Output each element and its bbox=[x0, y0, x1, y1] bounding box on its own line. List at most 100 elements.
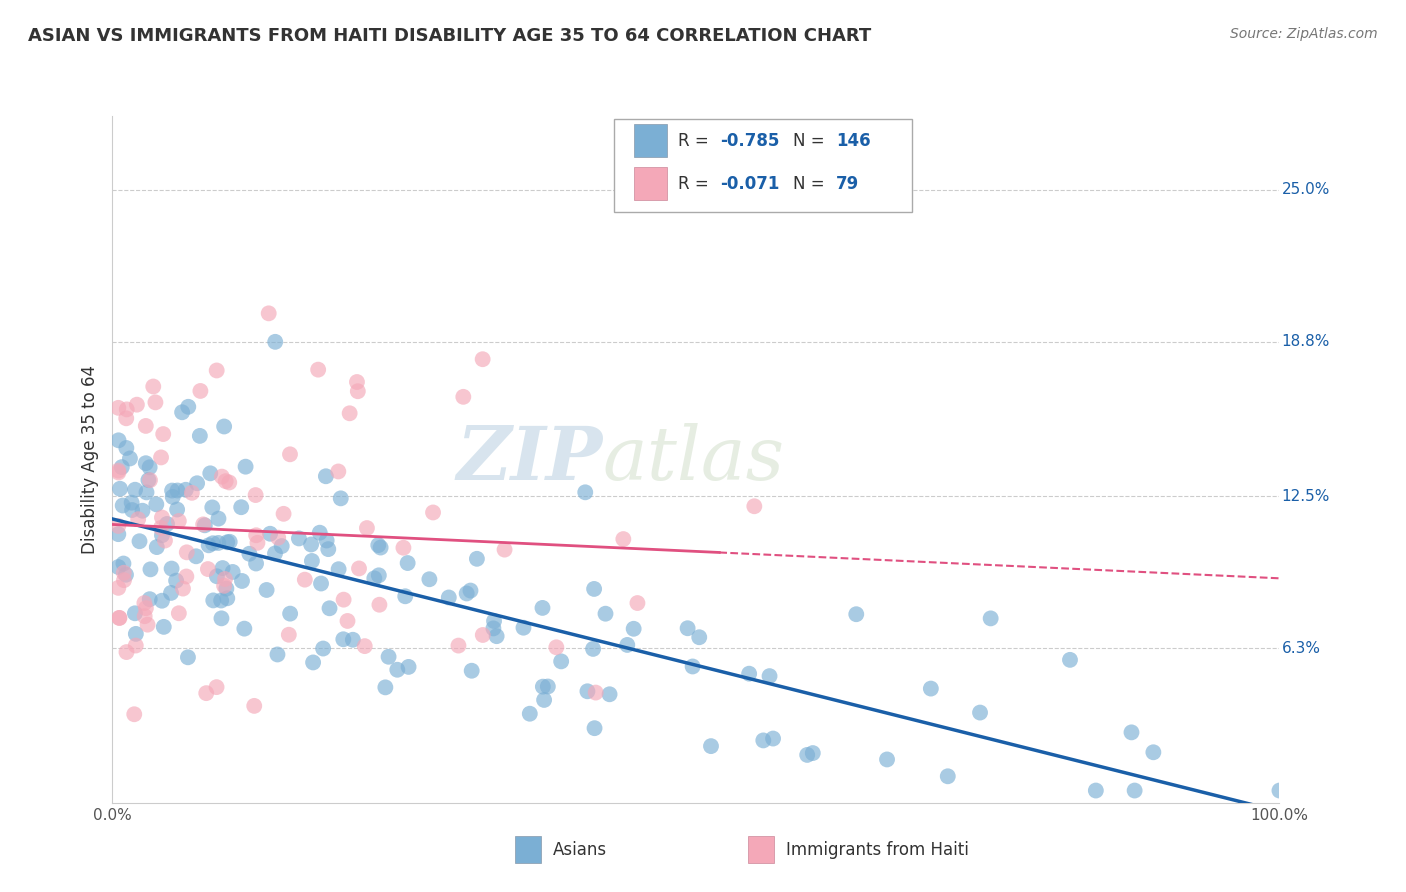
Point bbox=[531, 680, 554, 694]
Point bbox=[460, 583, 482, 598]
Point bbox=[316, 542, 339, 557]
Point bbox=[218, 534, 240, 549]
Point bbox=[139, 562, 162, 576]
Point bbox=[145, 395, 167, 409]
Point bbox=[246, 536, 269, 550]
Point bbox=[259, 526, 281, 541]
Point bbox=[288, 532, 311, 546]
Point bbox=[744, 500, 766, 514]
Point bbox=[245, 488, 267, 502]
Point bbox=[209, 593, 232, 607]
Point bbox=[456, 586, 478, 600]
Point bbox=[801, 746, 824, 760]
Point bbox=[447, 639, 470, 653]
Point bbox=[583, 721, 606, 735]
Point bbox=[214, 572, 236, 586]
Point bbox=[273, 507, 295, 521]
Point bbox=[177, 400, 200, 414]
Text: 79: 79 bbox=[837, 175, 859, 193]
Point bbox=[278, 607, 301, 621]
Point bbox=[211, 469, 233, 483]
Point bbox=[574, 485, 596, 500]
Point bbox=[112, 573, 135, 587]
Point bbox=[214, 474, 236, 488]
Point bbox=[363, 571, 385, 585]
Point bbox=[278, 447, 301, 461]
FancyBboxPatch shape bbox=[515, 836, 541, 863]
Point bbox=[582, 641, 605, 656]
Point bbox=[1084, 783, 1107, 797]
Text: ASIAN VS IMMIGRANTS FROM HAITI DISABILITY AGE 35 TO 64 CORRELATION CHART: ASIAN VS IMMIGRANTS FROM HAITI DISABILIT… bbox=[28, 27, 872, 45]
Point bbox=[471, 628, 494, 642]
Point bbox=[205, 680, 228, 694]
Point bbox=[550, 654, 572, 668]
Text: R =: R = bbox=[679, 132, 714, 150]
Point bbox=[738, 666, 761, 681]
Point bbox=[264, 546, 287, 560]
Text: -0.071: -0.071 bbox=[720, 175, 780, 193]
Point bbox=[215, 582, 238, 596]
Point bbox=[599, 687, 621, 701]
Point bbox=[307, 362, 329, 376]
Point bbox=[266, 648, 288, 662]
Point bbox=[118, 451, 141, 466]
Point bbox=[166, 483, 188, 498]
Point bbox=[1268, 783, 1291, 797]
Point bbox=[136, 617, 159, 632]
Point bbox=[342, 632, 364, 647]
Point bbox=[115, 567, 138, 582]
Point bbox=[218, 475, 240, 490]
Point bbox=[318, 601, 340, 615]
Point bbox=[160, 561, 183, 575]
Point bbox=[135, 456, 157, 470]
Point bbox=[270, 539, 292, 553]
Point bbox=[418, 572, 440, 586]
Point bbox=[398, 660, 420, 674]
Point bbox=[367, 568, 389, 582]
Point bbox=[347, 561, 370, 575]
Point bbox=[127, 512, 149, 526]
FancyBboxPatch shape bbox=[634, 167, 666, 200]
Point bbox=[194, 518, 217, 533]
Point bbox=[135, 601, 157, 615]
Point bbox=[394, 589, 416, 603]
Point bbox=[177, 650, 200, 665]
Point bbox=[471, 352, 494, 367]
Point bbox=[217, 535, 239, 549]
Point bbox=[546, 640, 568, 655]
Point bbox=[207, 536, 229, 550]
Point bbox=[876, 752, 898, 766]
Point bbox=[267, 531, 290, 545]
Point bbox=[160, 586, 183, 600]
Point bbox=[1121, 725, 1143, 739]
Point bbox=[299, 537, 322, 551]
Point bbox=[257, 306, 280, 320]
Point bbox=[167, 607, 190, 621]
Point bbox=[107, 466, 129, 480]
Point bbox=[150, 510, 173, 524]
Point bbox=[676, 621, 699, 635]
Point bbox=[762, 731, 785, 746]
Point bbox=[294, 573, 316, 587]
Point bbox=[139, 473, 162, 487]
Point bbox=[107, 519, 129, 533]
Point bbox=[920, 681, 942, 696]
Point bbox=[197, 562, 219, 576]
Point bbox=[217, 591, 239, 606]
Point bbox=[128, 534, 150, 549]
Text: atlas: atlas bbox=[603, 423, 785, 496]
Point bbox=[233, 622, 256, 636]
FancyBboxPatch shape bbox=[614, 120, 912, 212]
Point bbox=[211, 611, 233, 625]
Point bbox=[512, 621, 534, 635]
Point bbox=[346, 375, 368, 389]
Point bbox=[152, 427, 174, 442]
Point bbox=[149, 521, 172, 535]
Point bbox=[176, 545, 198, 559]
Point bbox=[115, 645, 138, 659]
Text: N =: N = bbox=[793, 175, 830, 193]
Point bbox=[150, 450, 173, 465]
Point bbox=[368, 598, 391, 612]
Point bbox=[243, 698, 266, 713]
Point bbox=[131, 504, 153, 518]
